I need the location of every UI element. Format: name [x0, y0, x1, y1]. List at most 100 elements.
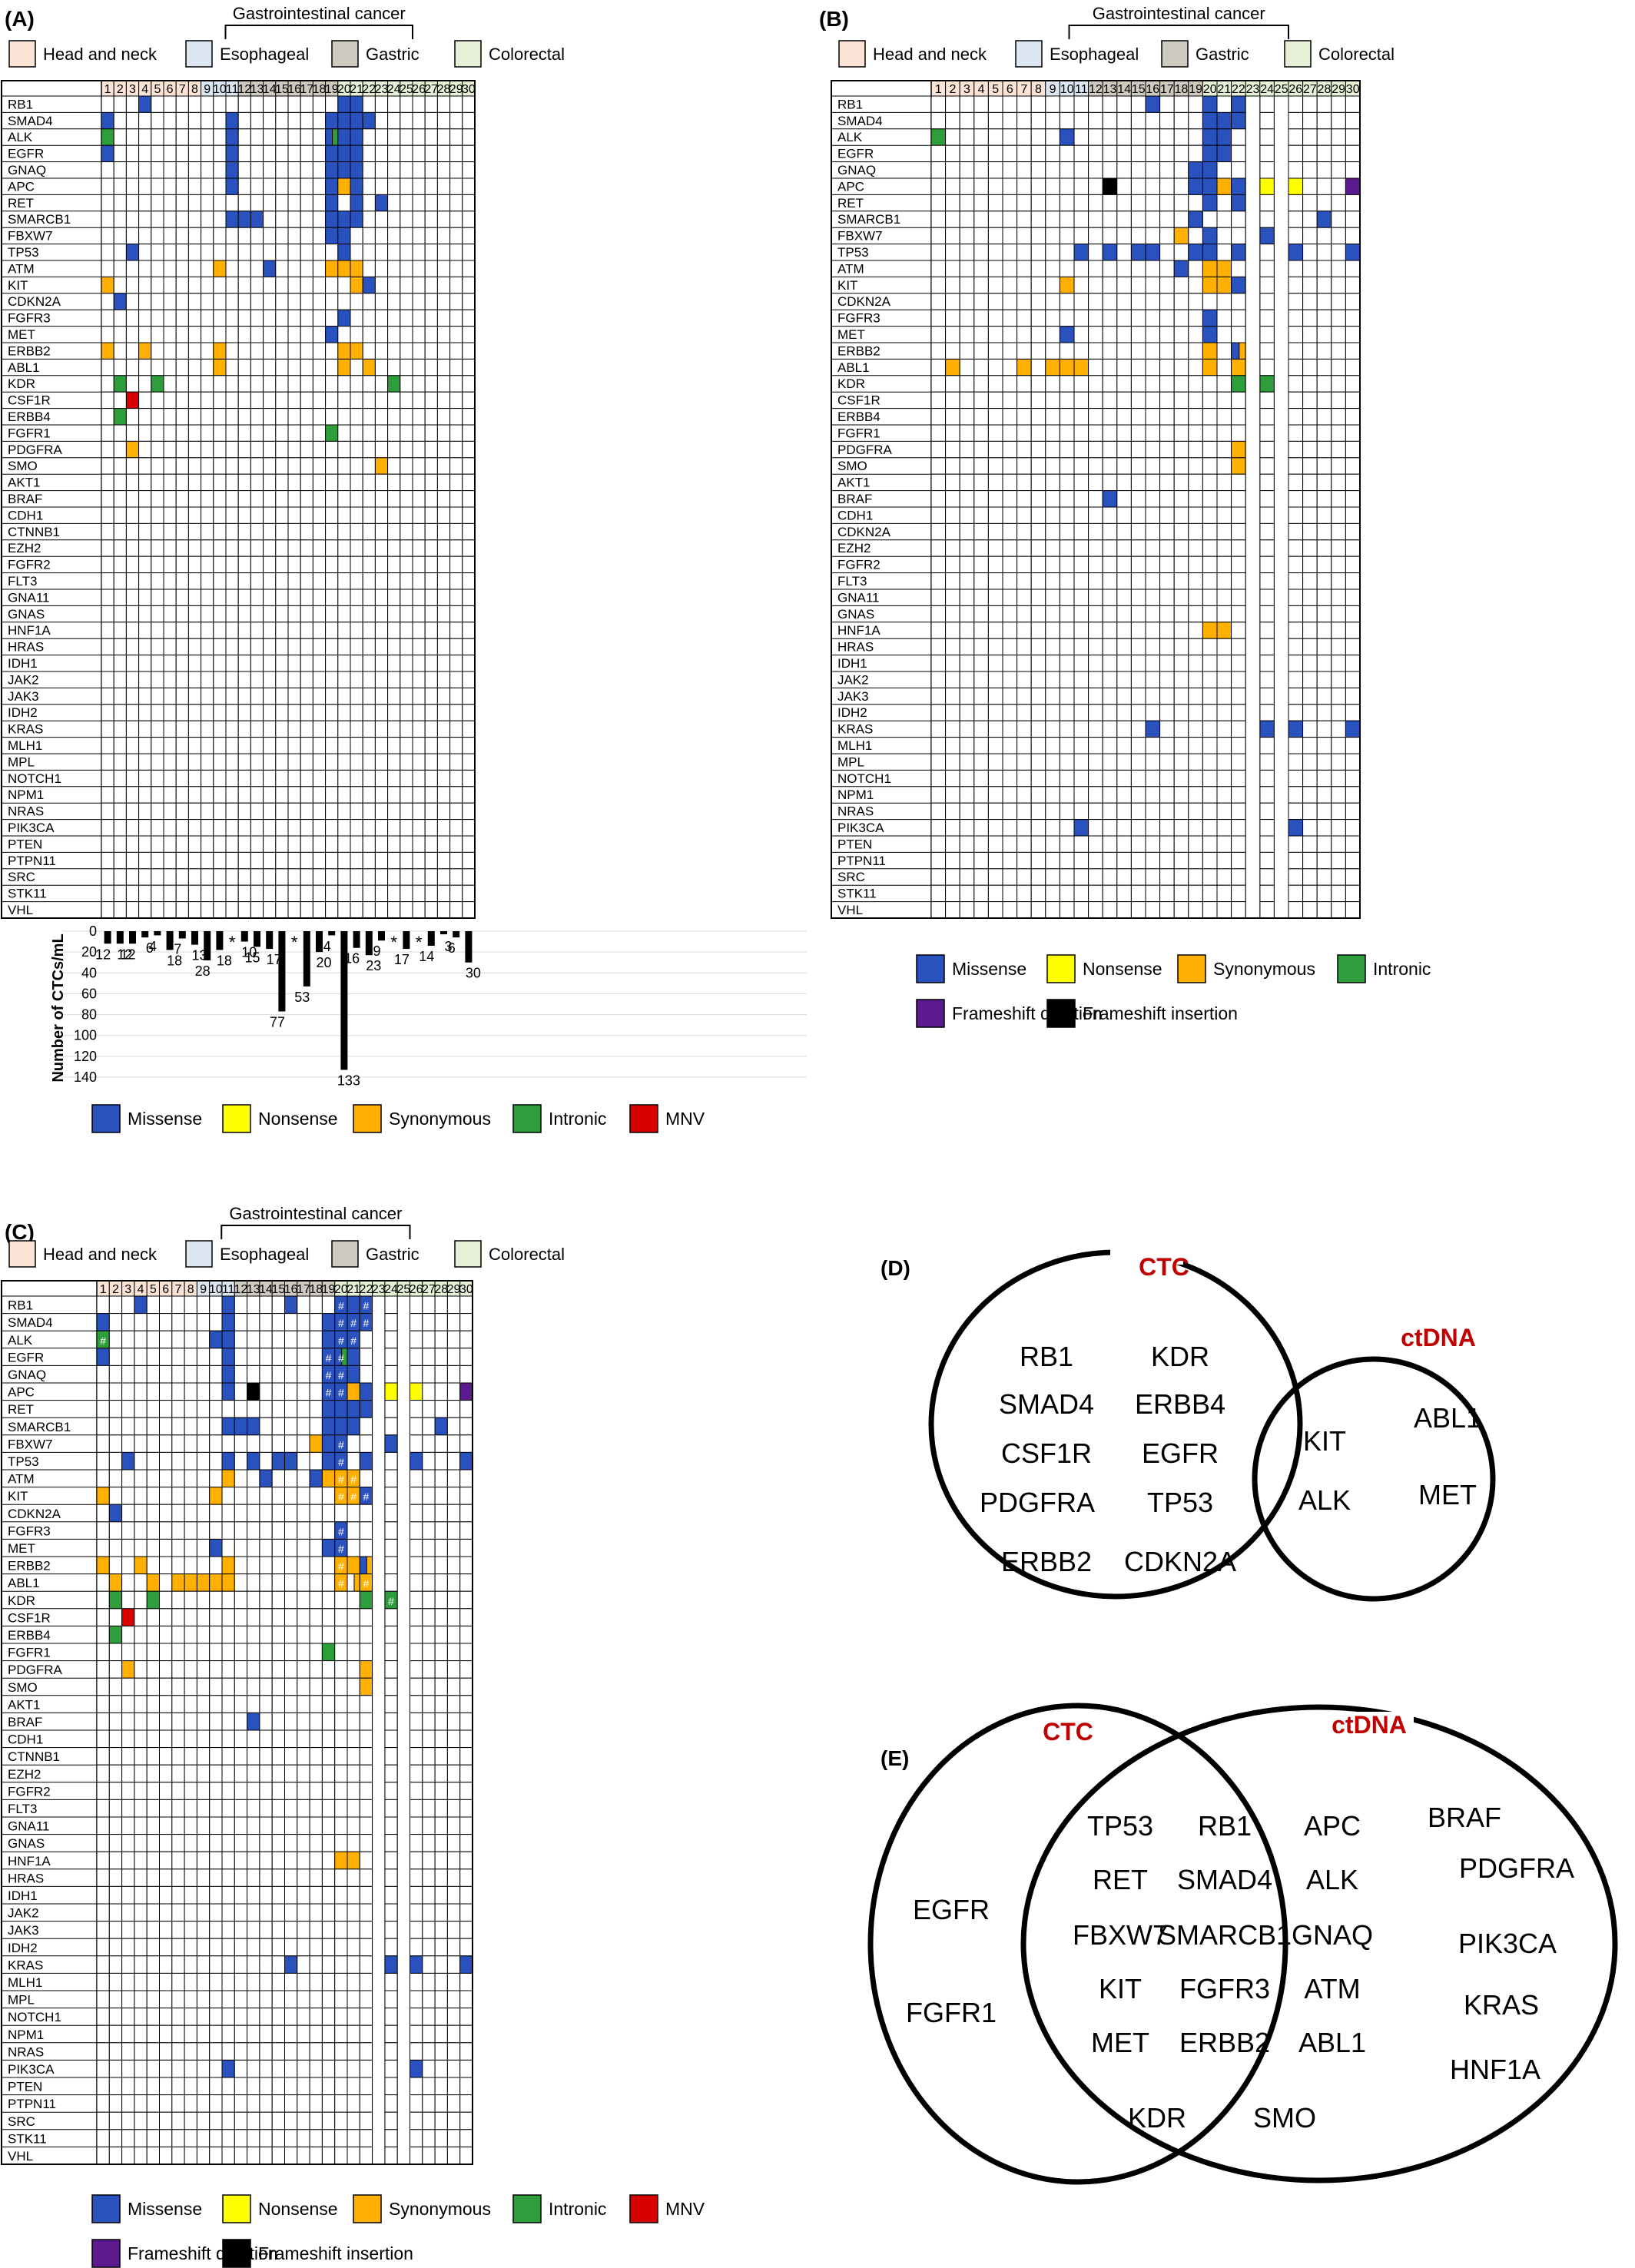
empty-cell	[374, 572, 389, 590]
empty-cell	[1302, 802, 1318, 821]
empty-cell	[96, 1921, 110, 1939]
empty-cell	[1016, 572, 1032, 590]
empty-cell	[201, 375, 214, 393]
empty-cell	[259, 1521, 273, 1540]
empty-cell	[973, 555, 989, 574]
empty-cell	[446, 1573, 461, 1592]
empty-cell	[400, 589, 413, 606]
empty-cell	[347, 1782, 360, 1800]
empty-cell	[225, 704, 239, 721]
empty-cell	[1188, 95, 1203, 113]
empty-cell	[459, 1434, 473, 1453]
empty-cell	[412, 391, 426, 410]
empty-cell	[247, 1955, 260, 1974]
empty-cell	[945, 555, 960, 574]
empty-cell	[275, 622, 289, 639]
empty-cell	[175, 555, 189, 574]
empty-cell	[234, 1782, 248, 1800]
empty-cell	[1059, 802, 1075, 821]
empty-cell	[309, 2024, 323, 2044]
empty-cell	[1145, 424, 1161, 442]
empty-cell	[1288, 901, 1304, 919]
empty-cell	[462, 671, 476, 688]
gene-label: RB1	[8, 1298, 33, 1313]
empty-cell	[1045, 901, 1060, 919]
empty-cell	[959, 835, 975, 853]
empty-cell	[1059, 687, 1075, 705]
empty-cell	[138, 687, 152, 705]
empty-cell	[325, 851, 339, 870]
empty-cell	[121, 2077, 135, 2096]
empty-cell	[1202, 720, 1218, 738]
empty-cell	[384, 1451, 398, 1471]
empty-cell	[250, 144, 264, 163]
empty-cell	[201, 440, 214, 459]
empty-cell	[1130, 326, 1146, 343]
empty-cell	[108, 2077, 123, 2096]
empty-cell	[1202, 522, 1218, 541]
empty-cell	[334, 1677, 348, 1696]
empty-cell	[297, 2077, 310, 2096]
empty-cell	[113, 671, 127, 688]
empty-cell	[1130, 358, 1146, 376]
y-tick-label: 60	[81, 986, 97, 1001]
empty-cell	[138, 769, 152, 788]
empty-cell	[422, 1417, 436, 1436]
empty-cell	[1202, 868, 1218, 886]
empty-cell	[387, 424, 401, 442]
empty-cell	[300, 95, 313, 113]
empty-cell	[151, 260, 164, 277]
empty-cell	[1159, 786, 1175, 804]
patient-number: 23	[1246, 83, 1260, 96]
empty-cell	[138, 605, 152, 623]
empty-cell	[1159, 737, 1175, 754]
empty-cell	[1173, 309, 1189, 327]
empty-cell	[337, 539, 351, 557]
empty-cell	[325, 687, 339, 705]
empty-cell	[175, 851, 189, 870]
patient-number: 23	[372, 1283, 386, 1296]
ctc-bar-label: 20	[316, 955, 331, 970]
empty-cell	[325, 506, 339, 524]
ctc-bar	[141, 931, 149, 938]
empty-cell	[410, 1799, 423, 1818]
mutation-cell	[337, 309, 351, 327]
empty-cell	[334, 1799, 348, 1818]
empty-cell	[121, 1851, 135, 1870]
empty-cell	[412, 440, 426, 459]
empty-cell	[146, 1556, 160, 1575]
empty-cell	[321, 1487, 336, 1505]
empty-cell	[462, 605, 476, 623]
empty-cell	[422, 2059, 436, 2078]
empty-cell	[134, 2024, 148, 2044]
empty-cell	[1173, 605, 1189, 623]
concordant-mark: #	[350, 1474, 357, 1486]
empty-cell	[121, 2111, 135, 2130]
empty-cell	[410, 1469, 423, 1488]
empty-cell	[945, 622, 960, 639]
mutation-cell	[213, 358, 227, 376]
empty-cell	[1159, 227, 1175, 245]
empty-cell	[284, 1816, 298, 1835]
empty-cell	[225, 572, 239, 590]
empty-cell	[146, 1313, 160, 1331]
empty-cell	[1173, 490, 1189, 508]
empty-cell	[412, 655, 426, 672]
empty-cell	[945, 457, 960, 475]
empty-cell	[1302, 572, 1318, 590]
empty-cell	[987, 161, 1003, 179]
empty-cell	[930, 144, 947, 163]
empty-cell	[930, 720, 947, 738]
empty-cell	[309, 2042, 323, 2061]
empty-cell	[163, 211, 177, 228]
empty-cell	[945, 786, 960, 804]
empty-cell	[1345, 786, 1361, 804]
empty-cell	[1130, 655, 1146, 672]
mutation-cell	[350, 177, 363, 195]
empty-cell	[321, 1660, 336, 1679]
empty-cell	[1016, 244, 1032, 261]
empty-cell	[1030, 194, 1046, 212]
empty-cell	[1331, 589, 1346, 606]
empty-cell	[337, 638, 351, 656]
empty-cell	[945, 194, 960, 212]
